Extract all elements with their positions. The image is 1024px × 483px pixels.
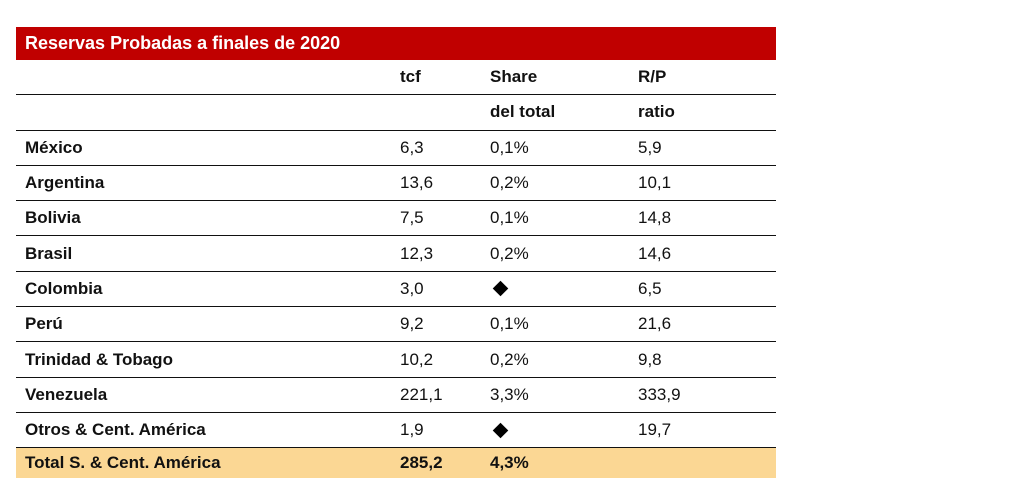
tcf-value: 13,6 — [400, 173, 434, 193]
header-share: Share — [490, 67, 538, 87]
total-label: Total S. & Cent. América — [25, 453, 221, 473]
country-name: Trinidad & Tobago — [25, 349, 173, 369]
table-row: Bolivia 7,5 0,1% 14,8 — [16, 201, 776, 237]
header-row-top: tcf Share R/P — [16, 60, 776, 96]
tcf-value: 3,0 — [400, 278, 424, 298]
table-row: México 6,3 0,1% 5,9 — [16, 131, 776, 166]
share-value: 3,3% — [490, 384, 529, 404]
share-value: 0,1% — [490, 208, 529, 228]
tcf-value: 1,9 — [400, 420, 424, 440]
rp-value: 19,7 — [638, 420, 672, 440]
country-name: Otros & Cent. América — [25, 420, 206, 440]
tcf-value: 7,5 — [400, 208, 424, 228]
rp-value: 10,1 — [638, 173, 672, 193]
rp-value: 9,8 — [638, 349, 662, 369]
table-row: Brasil 12,3 0,2% 14,6 — [16, 236, 776, 272]
header-row-bottom: del total ratio — [16, 95, 776, 131]
diamond-icon — [492, 281, 509, 297]
rp-value: 14,8 — [638, 208, 672, 228]
country-name: México — [25, 137, 83, 157]
rp-value: 5,9 — [638, 137, 662, 157]
tcf-value: 10,2 — [400, 349, 434, 369]
country-name: Argentina — [25, 173, 105, 193]
table-row: Argentina 13,6 0,2% 10,1 — [16, 166, 776, 202]
country-name: Colombia — [25, 278, 103, 298]
country-name: Perú — [25, 314, 63, 334]
table-row: Perú 9,2 0,1% 21,6 — [16, 307, 776, 343]
share-value: 0,2% — [490, 243, 529, 263]
rp-value: 14,6 — [638, 243, 672, 263]
table-row: Trinidad & Tobago 10,2 0,2% 9,8 — [16, 342, 776, 378]
total-tcf-value: 285,2 — [400, 453, 443, 473]
reserves-table: Reservas Probadas a finales de 2020 tcf … — [16, 27, 776, 479]
table-row: Colombia 3,0 6,5 — [16, 272, 776, 308]
share-value — [490, 272, 509, 306]
share-value — [490, 413, 509, 447]
country-name: Brasil — [25, 243, 73, 263]
share-value: 0,2% — [490, 349, 529, 369]
header-rp: R/P — [638, 67, 667, 87]
share-value: 0,2% — [490, 173, 529, 193]
rp-value: 333,9 — [638, 384, 681, 404]
table-title: Reservas Probadas a finales de 2020 — [16, 27, 776, 60]
header-rp-sub: ratio — [638, 102, 675, 122]
country-name: Bolivia — [25, 208, 81, 228]
share-value: 0,1% — [490, 137, 529, 157]
tcf-value: 9,2 — [400, 314, 424, 334]
tcf-value: 6,3 — [400, 137, 424, 157]
table-row: Venezuela 221,1 3,3% 333,9 — [16, 378, 776, 413]
tcf-value: 12,3 — [400, 243, 434, 263]
country-name: Venezuela — [25, 384, 108, 404]
total-share-value: 4,3% — [490, 453, 529, 473]
rp-value: 21,6 — [638, 314, 672, 334]
table-row: Otros & Cent. América 1,9 19,7 — [16, 413, 776, 449]
total-row: Total S. & Cent. América 285,2 4,3% — [16, 448, 776, 479]
share-value: 0,1% — [490, 314, 529, 334]
rp-value: 6,5 — [638, 278, 662, 298]
tcf-value: 221,1 — [400, 384, 443, 404]
header-tcf: tcf — [400, 67, 421, 87]
diamond-icon — [492, 422, 509, 438]
header-share-sub: del total — [490, 102, 556, 122]
